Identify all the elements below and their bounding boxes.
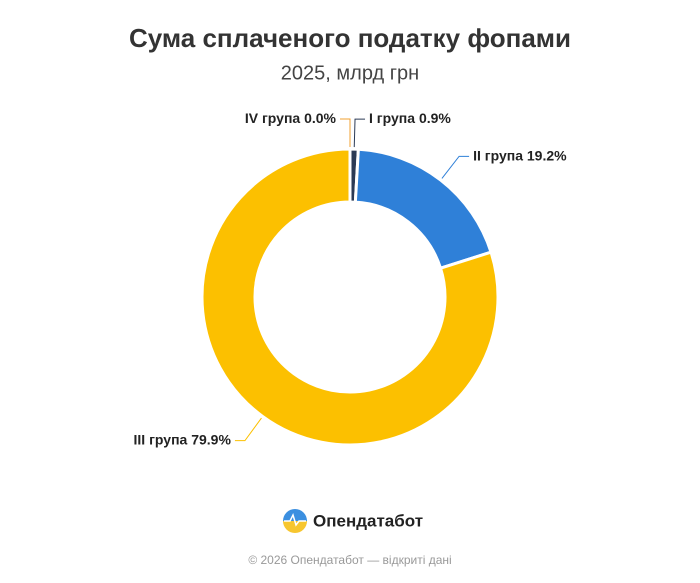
chart-subtitle: 2025, млрд грн xyxy=(281,62,419,84)
slice-value: 79.9% xyxy=(191,431,231,447)
brand-logo xyxy=(283,509,307,533)
chart-title: Сума сплаченого податку фопами xyxy=(129,23,571,53)
slice-label: IV група 0.0% xyxy=(245,110,337,126)
slice-label: III група 79.9% xyxy=(134,431,232,447)
donut-slice xyxy=(200,147,500,447)
slice-category: I група xyxy=(369,110,415,126)
leader-line xyxy=(353,118,366,148)
leader-line xyxy=(340,118,351,147)
leader-line xyxy=(441,155,470,179)
leader-line xyxy=(234,417,262,442)
slice-value: 19.2% xyxy=(527,147,567,163)
slice-label: I група 0.9% xyxy=(369,110,451,126)
slice-label: II група 19.2% xyxy=(473,147,567,163)
slice-value: 0.9% xyxy=(419,110,451,126)
slice-category: III група xyxy=(134,431,188,447)
slice-category: IV група xyxy=(245,110,301,126)
slice-value: 0.0% xyxy=(304,110,336,126)
slice-category: II група xyxy=(473,147,523,163)
footer: © 2026 Опендатабот — відкриті дані xyxy=(248,553,451,567)
donut-slice xyxy=(353,147,493,271)
brand-name: Опендатабот xyxy=(313,511,423,530)
